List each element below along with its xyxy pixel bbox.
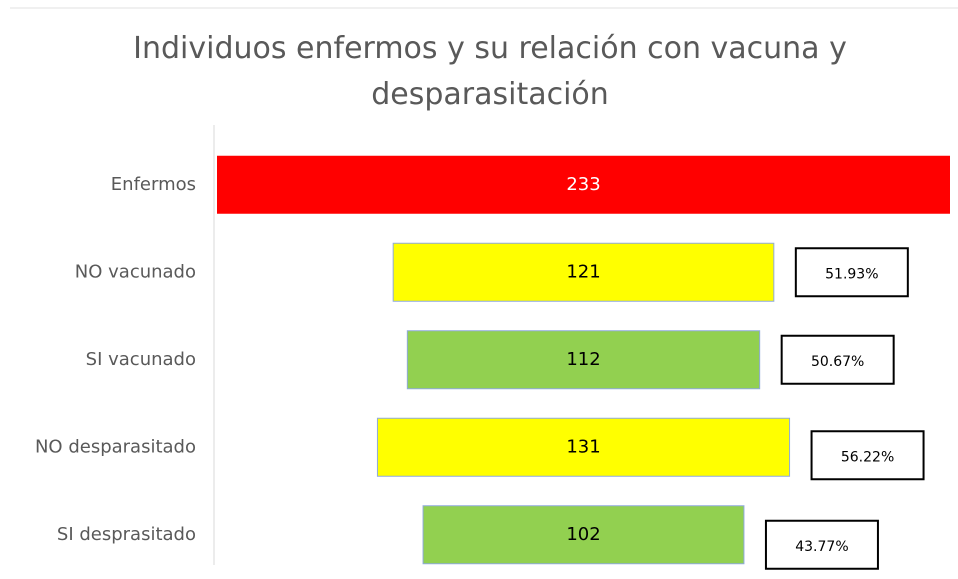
annotation: 43.77% — [795, 539, 848, 555]
value-label: 121 — [566, 261, 600, 282]
value-label: 102 — [566, 524, 600, 545]
value-label: 112 — [566, 349, 600, 370]
value-label: 233 — [566, 174, 600, 195]
funnel-bar — [392, 242, 775, 302]
funnel-bar — [376, 417, 791, 477]
funnel-bar — [406, 330, 761, 390]
annotation: 51.93% — [825, 266, 878, 282]
annotation-box — [780, 334, 895, 385]
annotation: 56.22% — [841, 449, 894, 465]
funnel-bar — [217, 155, 950, 214]
category-label: NO desparasitado — [35, 436, 196, 457]
annotation-box — [794, 247, 909, 298]
category-label: Enfermos — [111, 174, 196, 195]
funnel-bar — [422, 505, 745, 565]
category-label: SI vacunado — [86, 349, 196, 370]
annotation-box — [810, 430, 925, 481]
annotation: 50.67% — [811, 354, 864, 370]
category-label: SI desprasitado — [57, 524, 196, 545]
category-label: NO vacunado — [75, 261, 196, 282]
annotation-box — [764, 519, 879, 570]
value-label: 131 — [566, 436, 600, 457]
chart-title: Individuos enfermos y su relación con va… — [133, 31, 847, 112]
